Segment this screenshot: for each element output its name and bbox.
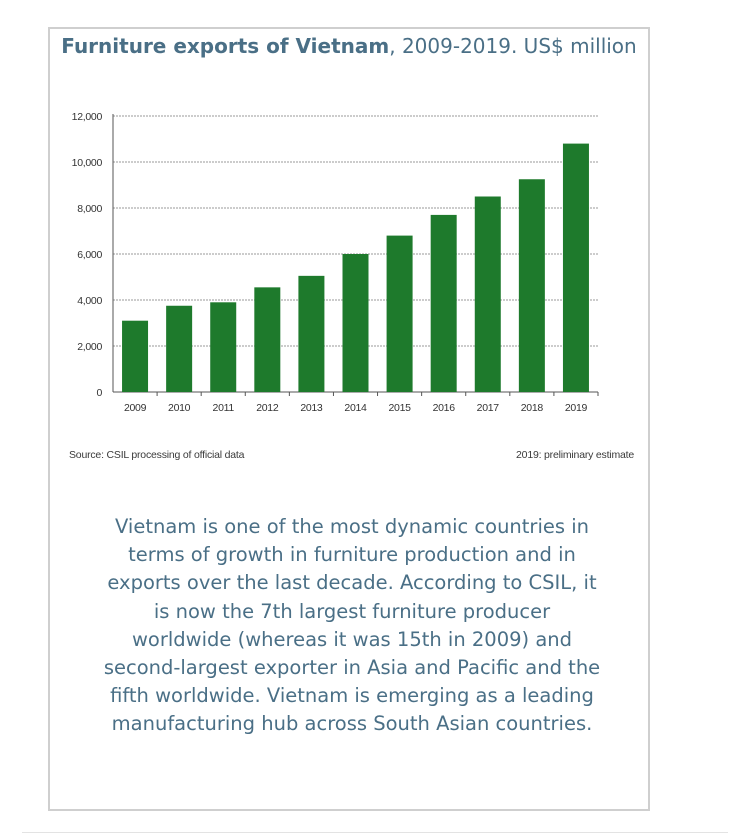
x-tick-label: 2011 bbox=[213, 402, 235, 414]
description-paragraph: Vietnam is one of the most dynamic count… bbox=[103, 515, 601, 736]
bar-2011 bbox=[210, 302, 237, 392]
bar-2012 bbox=[254, 287, 281, 392]
x-tick-labels: 2009 2010 2011 2012 2013 2014 2015 2016 2017 2018… bbox=[124, 402, 588, 414]
x-tick-label: 2010 bbox=[168, 402, 191, 414]
x-tick-label: 2018 bbox=[521, 402, 544, 414]
estimate-note: 2019: preliminary estimate bbox=[516, 449, 634, 461]
chart-title-rest: , 2009-2019. US$ million bbox=[389, 34, 637, 58]
bar-2014 bbox=[342, 254, 369, 392]
chart-title-bold: Furniture exports of Vietnam bbox=[61, 34, 390, 58]
x-tick-label: 2014 bbox=[344, 402, 367, 414]
bar-2019 bbox=[562, 143, 589, 392]
bar-2017 bbox=[474, 196, 501, 392]
y-tick-label: 10,000 bbox=[72, 157, 103, 169]
bar-2015 bbox=[386, 235, 413, 392]
y-tick-label: 6,000 bbox=[77, 249, 102, 261]
x-tick-label: 2009 bbox=[124, 402, 147, 414]
source-note: Source: CSIL processing of official data bbox=[69, 449, 245, 461]
content-card: Furniture exports of Vietnam, 2009-2019.… bbox=[48, 27, 650, 811]
bars bbox=[122, 143, 589, 392]
page-divider bbox=[22, 832, 728, 833]
y-tick-label: 4,000 bbox=[77, 295, 102, 307]
bar-2009 bbox=[122, 320, 149, 392]
x-tick-label: 2016 bbox=[433, 402, 456, 414]
x-tick-label: 2012 bbox=[256, 402, 279, 414]
x-tick-label: 2019 bbox=[565, 402, 588, 414]
y-tick-label: 12,000 bbox=[72, 111, 103, 123]
x-tick-label: 2013 bbox=[300, 402, 323, 414]
x-tick-label: 2017 bbox=[477, 402, 500, 414]
bar-2010 bbox=[166, 305, 193, 392]
x-tick-label: 2015 bbox=[389, 402, 412, 414]
y-tick-label: 2,000 bbox=[77, 341, 102, 353]
bar-2018 bbox=[518, 179, 545, 392]
y-tick-label: 0 bbox=[96, 387, 102, 399]
y-tick-labels: 0 2,000 4,000 6,000 8,000 10,000 12,000 bbox=[72, 111, 103, 399]
y-tick-label: 8,000 bbox=[77, 203, 102, 215]
bar-2016 bbox=[430, 214, 457, 392]
bar-2013 bbox=[298, 275, 325, 392]
chart-title: Furniture exports of Vietnam, 2009-2019.… bbox=[50, 32, 648, 60]
